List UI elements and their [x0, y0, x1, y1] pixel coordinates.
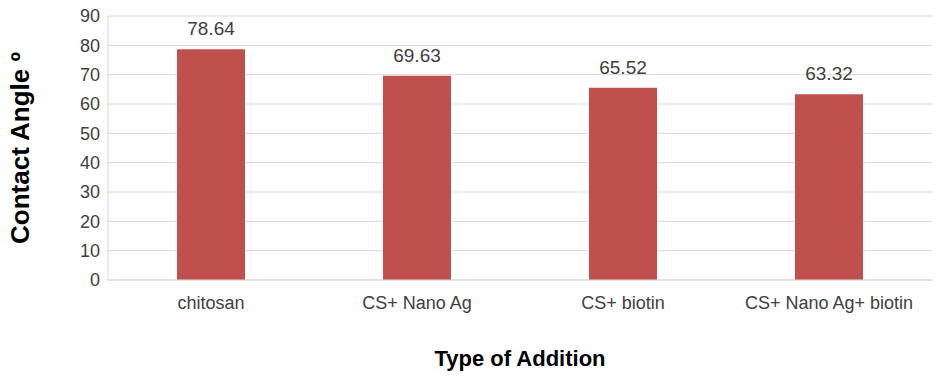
svg-text:Type of Addition: Type of Addition [434, 346, 605, 371]
svg-text:0: 0 [90, 270, 100, 290]
svg-text:63.32: 63.32 [805, 63, 853, 84]
svg-text:78.64: 78.64 [187, 18, 235, 39]
svg-text:Contact Angle º: Contact Angle º [8, 52, 35, 244]
svg-text:60: 60 [80, 94, 100, 114]
svg-text:40: 40 [80, 153, 100, 173]
svg-text:20: 20 [80, 212, 100, 232]
svg-text:65.52: 65.52 [599, 57, 647, 78]
svg-text:50: 50 [80, 124, 100, 144]
svg-text:chitosan: chitosan [177, 293, 244, 313]
svg-text:CS+ biotin: CS+ biotin [581, 293, 665, 313]
svg-text:80: 80 [80, 36, 100, 56]
svg-text:30: 30 [80, 182, 100, 202]
svg-text:69.63: 69.63 [393, 45, 441, 66]
svg-text:CS+ Nano Ag+ biotin: CS+ Nano Ag+ biotin [745, 293, 913, 313]
svg-text:CS+ Nano Ag: CS+ Nano Ag [362, 293, 472, 313]
svg-text:10: 10 [80, 241, 100, 261]
svg-text:70: 70 [80, 65, 100, 85]
svg-text:90: 90 [80, 8, 100, 26]
